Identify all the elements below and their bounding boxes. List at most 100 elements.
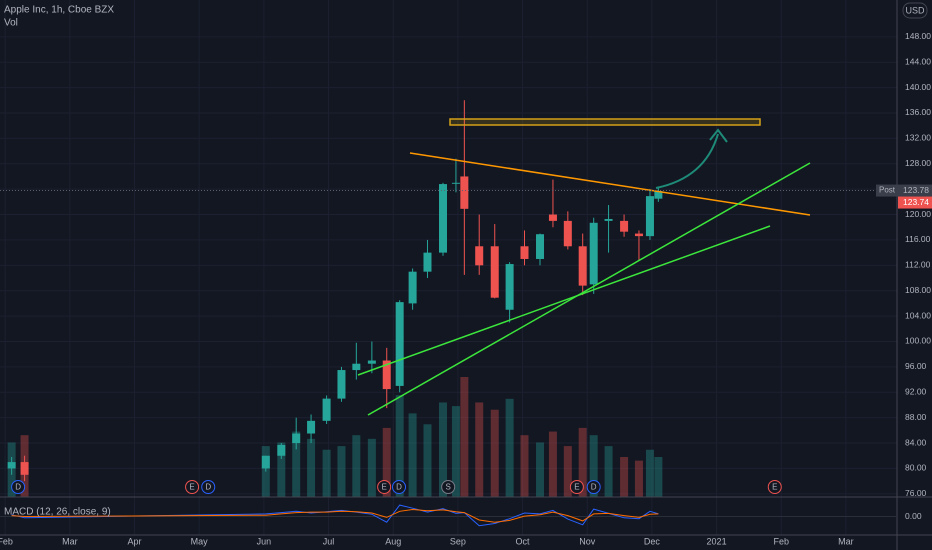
volume-bar [634,460,643,497]
event-label[interactable]: D [15,483,21,492]
price-badge [898,196,932,209]
volume-bar [382,427,391,497]
volume-bar [620,457,629,497]
macd-line [11,508,659,523]
grid [0,0,897,535]
x-tick-label: Nov [579,536,596,546]
candle-body [20,462,29,475]
volume-bar [451,406,460,497]
volume-bar [423,424,432,497]
event-marker[interactable] [185,480,200,494]
y-tick-label: 112.00 [905,260,931,270]
volume-bar [563,446,572,497]
candle-body [520,246,529,259]
x-tick-label: Jul [323,536,335,546]
event-marker[interactable] [201,480,216,494]
volume-bar [367,438,376,497]
macd-title: MACD (12, 26, close, 9) [4,507,111,518]
y-tick-label: 144.00 [905,56,931,66]
y-tick-label: 100.00 [905,336,931,346]
volume-bar [604,446,613,497]
x-tick-label: Oct [516,536,531,546]
y-tick-label: 128.00 [905,158,931,168]
event-label[interactable]: D [205,483,211,492]
volume-bar [292,431,301,497]
candle-body [563,220,572,247]
candle-body [634,233,643,237]
candle-body [460,176,469,209]
price-badge-label: Post [879,186,896,195]
y-tick-label: 148.00 [905,31,931,41]
x-tick-label: 2021 [707,536,727,546]
last-price: 123.78 [903,185,929,195]
event-marker[interactable] [569,480,584,494]
candle-body [337,370,346,399]
volume-bar [352,435,361,497]
event-marker[interactable] [11,480,26,494]
volume-bar [475,402,484,497]
price-badge [876,184,898,197]
candle-body [451,182,460,184]
volume-bar [277,442,286,497]
currency[interactable]: USD [905,5,925,15]
candle-body [292,433,301,444]
trendline [357,225,771,376]
volume-bar [307,438,316,497]
volume-label: Vol [4,18,18,29]
volume-bar [395,395,404,497]
event-marker[interactable] [392,480,407,494]
event-label[interactable]: E [772,483,777,492]
price-badge [898,184,932,197]
candle-body [352,363,361,371]
volume-bar [589,435,598,497]
macd-line [11,504,659,527]
y-tick-label: 0.00 [905,511,922,521]
candles [7,100,663,482]
currency-badge[interactable] [902,2,928,19]
candle-body [505,264,514,310]
y-tick-label: 80.00 [905,463,927,473]
event-label[interactable]: E [189,483,194,492]
y-tick-label: 132.00 [905,133,931,143]
candle-body [490,246,499,298]
y-tick-label: 104.00 [905,310,931,320]
candle-body [578,246,587,286]
y-tick-label: 88.00 [905,412,927,422]
candle-body [395,302,404,386]
volume-bar [505,398,514,497]
event-label[interactable]: D [591,483,597,492]
volume-bar [408,413,417,497]
candle-body [307,420,316,434]
volume-bar [490,409,499,497]
volume-bar [536,442,545,497]
event-marker[interactable] [767,480,782,494]
candle-body [536,234,545,259]
event-marker[interactable] [441,480,456,494]
y-tick-label: 108.00 [905,285,931,295]
candle-body [620,220,629,232]
candle-body [604,218,613,221]
event-label[interactable]: S [446,483,451,492]
arrow [655,133,719,189]
candle-body [322,398,331,421]
trendline [367,162,811,416]
event-marker[interactable] [377,480,392,494]
y-tick-label: 136.00 [905,107,931,117]
candle-body [367,360,376,364]
volume-bar [322,449,331,497]
volume-bar [439,402,448,497]
event-label[interactable]: E [381,483,386,492]
event-label[interactable]: E [574,483,579,492]
event-label[interactable]: D [396,483,402,492]
event-marker[interactable] [586,480,601,494]
x-tick-label: Mar [838,536,854,546]
y-tick-label: 76.00 [905,488,927,498]
candle-body [645,196,654,237]
arrow-head [709,128,728,143]
volume-bar [548,431,557,497]
x-tick-label: Feb [773,536,789,546]
x-tick-label: Dec [644,536,661,546]
volume-bar [520,435,529,497]
